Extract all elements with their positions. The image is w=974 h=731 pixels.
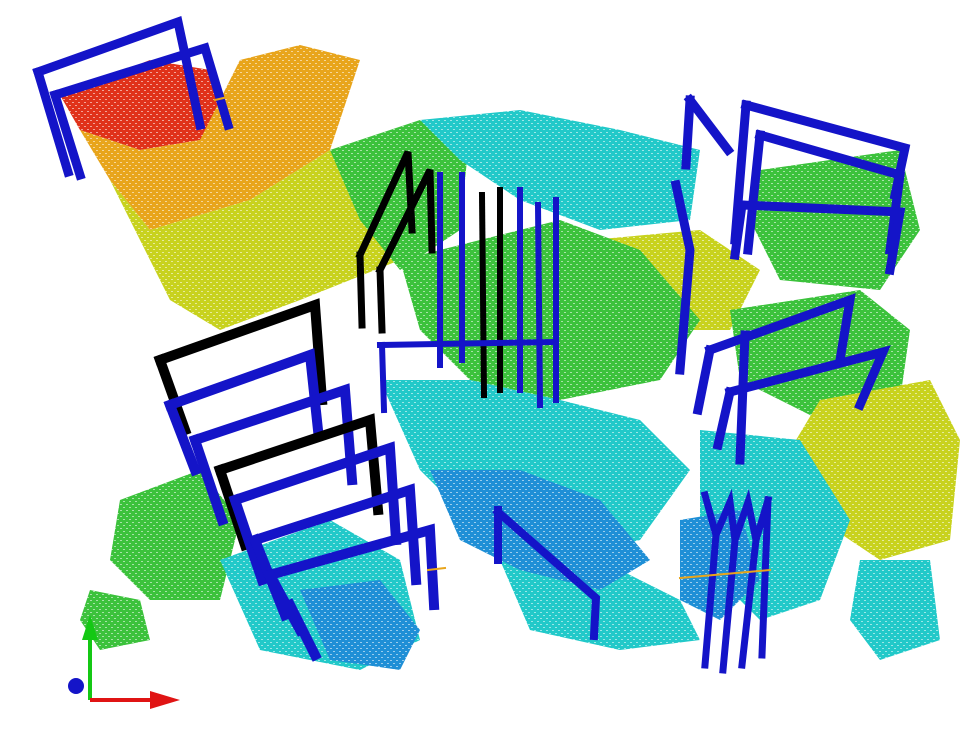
pose-post (701, 531, 720, 669)
pose-post (378, 341, 388, 414)
pose-frame (163, 398, 202, 477)
trajectory-streak (426, 566, 447, 572)
x-axis-arrow-icon (150, 691, 180, 709)
reference-frame (213, 413, 384, 516)
pose-frame (735, 330, 750, 465)
pose-frame (228, 441, 402, 546)
pose-frame (283, 598, 322, 662)
pose-frame (704, 293, 856, 366)
trajectory-streaks (213, 94, 772, 580)
frame-group-right-bottom (700, 488, 773, 674)
pose-rail (376, 338, 556, 349)
pose-frame (683, 93, 735, 157)
pose-post (534, 201, 544, 409)
pose-frame (729, 199, 748, 261)
trajectory-streak (678, 568, 772, 580)
frame-group-reference-top (355, 150, 436, 334)
pose-post (478, 191, 488, 399)
pose-frame (492, 506, 601, 641)
frame-group-right-upper (670, 93, 911, 375)
pose-frame (188, 433, 229, 527)
pose-frame (737, 200, 906, 276)
reference-frame (375, 168, 436, 275)
frame-group-right-middle (692, 293, 891, 465)
frame-group-bottom-middle (492, 506, 601, 641)
pose-frame (248, 483, 422, 586)
trajectory-streak (213, 94, 234, 102)
reference-frame (153, 353, 192, 437)
pose-post (758, 496, 772, 659)
pose-post (738, 536, 760, 669)
pose-frame (263, 523, 440, 611)
pose-frame (692, 344, 716, 416)
pose-post (670, 179, 695, 375)
frame-group-left-stack (153, 298, 440, 662)
pose-frames (32, 16, 911, 674)
z-axis-dot-icon (68, 678, 84, 694)
pose-post (719, 536, 739, 674)
reference-frame (356, 251, 366, 329)
pose-frame (188, 383, 358, 486)
pose-frame (743, 130, 765, 255)
reference-frame (376, 266, 386, 334)
axis-gizmo[interactable] (68, 615, 180, 709)
y-axis-arrow-icon (82, 615, 98, 640)
pose-frame (228, 493, 269, 587)
pose-frame (32, 16, 206, 131)
pose-frame (724, 345, 891, 411)
pose-frame (32, 66, 74, 178)
pose-frame (712, 386, 736, 451)
frame-group-vertical-posts (376, 172, 559, 414)
pose-frame (49, 89, 86, 181)
pose-frame (681, 95, 695, 170)
reference-frame (153, 298, 328, 406)
